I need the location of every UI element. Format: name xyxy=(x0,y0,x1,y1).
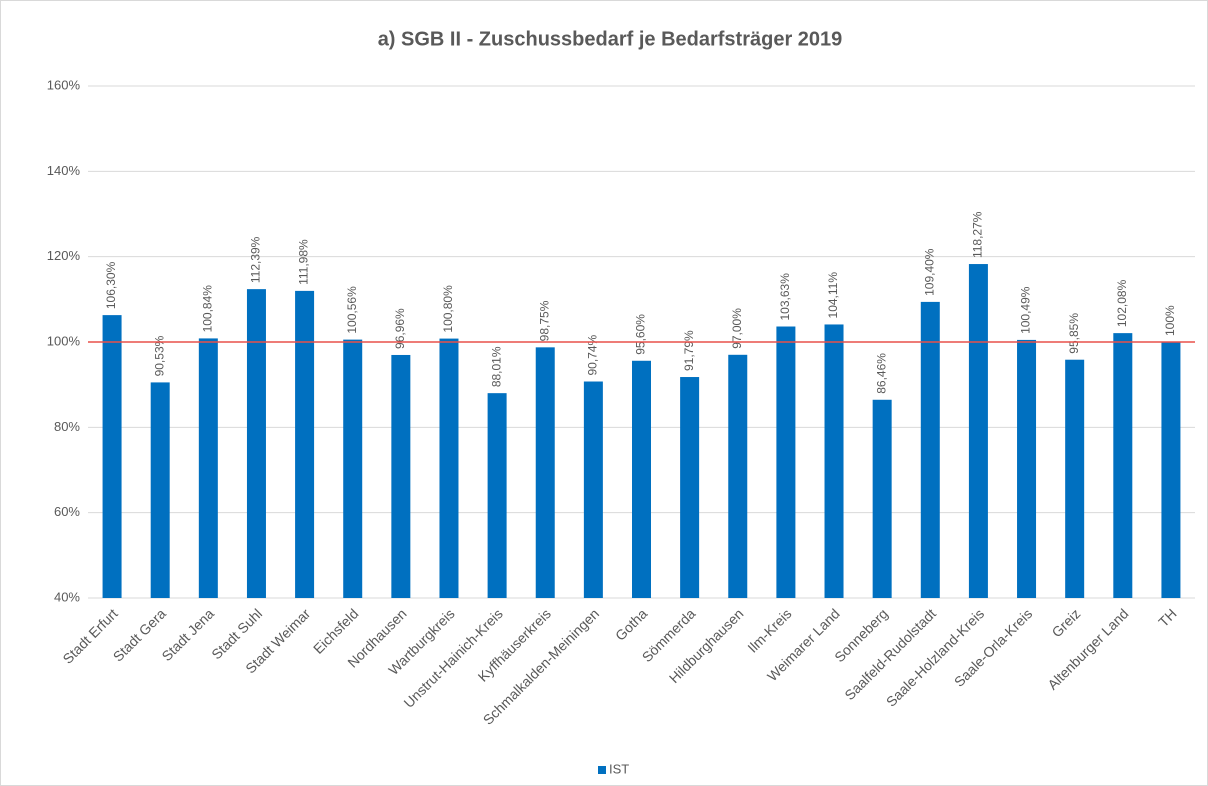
bar xyxy=(1065,359,1085,598)
y-tick-label: 160% xyxy=(47,77,81,92)
bar xyxy=(102,315,122,598)
y-tick-label: 80% xyxy=(54,419,80,434)
bar xyxy=(343,339,363,598)
bar xyxy=(198,338,218,598)
legend-swatch xyxy=(598,766,606,774)
bar xyxy=(776,326,796,598)
data-label: 100,56% xyxy=(345,286,359,334)
data-label: 88,01% xyxy=(489,346,503,387)
data-label: 97,00% xyxy=(730,308,744,349)
data-label: 91,79% xyxy=(682,330,696,371)
y-tick-label: 40% xyxy=(54,589,80,604)
bar xyxy=(1113,333,1133,598)
data-label: 90,74% xyxy=(586,334,600,375)
bar xyxy=(535,347,555,598)
data-label: 111,98% xyxy=(297,239,311,285)
bar xyxy=(728,354,748,598)
chart-title: a) SGB II - Zuschussbedarf je Bedarfsträ… xyxy=(378,28,843,50)
data-label: 100,84% xyxy=(200,285,214,333)
bar xyxy=(1161,342,1181,598)
data-label: 102,08% xyxy=(1115,279,1129,327)
data-label: 95,85% xyxy=(1067,313,1081,354)
bar xyxy=(583,381,603,598)
bar xyxy=(680,377,700,598)
data-label: 118,27% xyxy=(971,211,985,258)
data-label: 100,49% xyxy=(1019,286,1033,334)
bar xyxy=(150,382,170,598)
bar xyxy=(439,338,459,598)
data-label: 112,39% xyxy=(249,236,263,283)
data-label: 106,30% xyxy=(104,261,118,309)
data-label: 98,75% xyxy=(537,300,551,341)
data-label: 96,96% xyxy=(393,308,407,349)
data-label: 104,11% xyxy=(826,272,840,319)
legend-label: IST xyxy=(609,761,629,776)
data-label: 86,46% xyxy=(874,353,888,394)
bar xyxy=(968,264,988,598)
data-label: 95,60% xyxy=(634,314,648,355)
y-tick-label: 140% xyxy=(47,163,81,178)
data-label: 100% xyxy=(1163,305,1177,336)
bar xyxy=(632,360,651,598)
data-label: 100,80% xyxy=(441,285,455,333)
data-label: 103,63% xyxy=(778,273,792,321)
y-tick-label: 100% xyxy=(47,333,81,348)
bar xyxy=(920,301,940,598)
y-tick-label: 60% xyxy=(54,504,80,519)
bar xyxy=(391,354,411,598)
bar xyxy=(295,290,315,598)
bar xyxy=(824,324,844,598)
data-label: 90,53% xyxy=(152,335,166,376)
data-label: 109,40% xyxy=(922,248,936,296)
y-tick-label: 120% xyxy=(47,248,81,263)
bar xyxy=(1017,339,1037,598)
bar xyxy=(872,399,892,598)
bar xyxy=(246,289,266,598)
bar xyxy=(487,393,507,598)
